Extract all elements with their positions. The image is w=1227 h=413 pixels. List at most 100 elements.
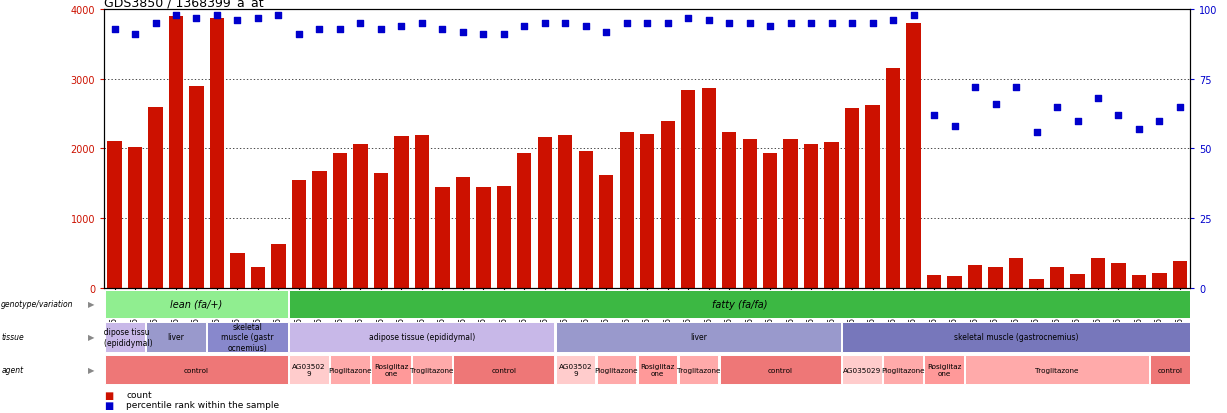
Point xyxy=(207,12,227,19)
Point xyxy=(125,32,145,38)
Bar xyxy=(558,135,573,288)
Point xyxy=(985,101,1005,108)
Bar xyxy=(924,356,964,384)
Bar xyxy=(660,121,675,288)
Point xyxy=(575,24,595,30)
Text: control: control xyxy=(768,367,793,373)
Point xyxy=(637,21,656,28)
Bar xyxy=(146,322,206,352)
Bar xyxy=(292,180,306,288)
Bar xyxy=(966,356,1148,384)
Bar xyxy=(784,140,798,288)
Bar xyxy=(926,275,941,288)
Point xyxy=(679,15,698,22)
Text: percentile rank within the sample: percentile rank within the sample xyxy=(126,400,280,409)
Bar xyxy=(843,322,1189,352)
Point xyxy=(842,21,861,28)
Point xyxy=(494,32,514,38)
Bar xyxy=(106,290,288,318)
Bar xyxy=(804,144,818,288)
Point xyxy=(945,123,964,130)
Text: adipose tissue (epididymal): adipose tissue (epididymal) xyxy=(369,332,475,342)
Bar xyxy=(290,290,1189,318)
Bar xyxy=(312,171,326,288)
Bar xyxy=(1150,356,1189,384)
Text: ▶: ▶ xyxy=(88,300,94,309)
Text: count: count xyxy=(126,390,152,399)
Text: tissue: tissue xyxy=(1,332,25,342)
Bar xyxy=(476,188,491,288)
Text: Troglitazone: Troglitazone xyxy=(1036,367,1079,373)
Bar xyxy=(106,356,288,384)
Bar xyxy=(719,356,842,384)
Text: ■: ■ xyxy=(104,400,114,410)
Bar xyxy=(865,105,880,288)
Bar xyxy=(271,245,286,288)
Bar xyxy=(599,176,614,288)
Point xyxy=(166,12,185,19)
Point xyxy=(780,21,800,28)
Bar xyxy=(843,356,882,384)
Point xyxy=(822,21,842,28)
Bar xyxy=(436,188,449,288)
Bar xyxy=(415,135,429,288)
Point xyxy=(904,12,924,19)
Bar xyxy=(128,148,142,288)
Point xyxy=(740,21,760,28)
Bar xyxy=(679,356,718,384)
Point xyxy=(1109,112,1129,119)
Bar xyxy=(210,19,225,288)
Bar xyxy=(207,322,288,352)
Point xyxy=(433,26,453,33)
Point xyxy=(1150,118,1169,125)
Bar xyxy=(330,356,371,384)
Bar xyxy=(372,356,411,384)
Bar xyxy=(968,265,983,288)
Bar xyxy=(250,267,265,288)
Point xyxy=(146,21,166,28)
Bar xyxy=(702,89,715,288)
Bar xyxy=(1152,273,1167,288)
Point xyxy=(474,32,493,38)
Point xyxy=(1006,85,1026,91)
Point xyxy=(290,32,309,38)
Point xyxy=(104,26,124,33)
Bar xyxy=(148,107,163,288)
Text: lean (fa/+): lean (fa/+) xyxy=(171,299,222,309)
Bar xyxy=(374,173,388,288)
Point xyxy=(617,21,637,28)
Bar xyxy=(596,356,637,384)
Text: Rosiglitaz
one: Rosiglitaz one xyxy=(374,363,409,376)
Text: fatty (fa/fa): fatty (fa/fa) xyxy=(712,299,767,309)
Text: Troglitazone: Troglitazone xyxy=(410,367,454,373)
Bar xyxy=(579,152,593,288)
Text: AG03502
9: AG03502 9 xyxy=(292,363,326,376)
Bar xyxy=(497,187,510,288)
Bar xyxy=(517,154,531,288)
Text: GDS3850 / 1368399_a_at: GDS3850 / 1368399_a_at xyxy=(104,0,264,9)
Text: ▶: ▶ xyxy=(88,366,94,374)
Text: liver: liver xyxy=(690,332,707,342)
Point xyxy=(719,21,739,28)
Bar xyxy=(1173,261,1187,288)
Bar xyxy=(640,135,654,288)
Bar xyxy=(947,276,962,288)
Bar xyxy=(1050,267,1064,288)
Bar xyxy=(763,154,778,288)
Text: skeletal muscle (gastrocnemius): skeletal muscle (gastrocnemius) xyxy=(953,332,1079,342)
Text: Pioglitazone: Pioglitazone xyxy=(329,367,372,373)
Point xyxy=(863,21,882,28)
Text: Pioglitazone: Pioglitazone xyxy=(595,367,638,373)
Point xyxy=(514,24,534,30)
Bar xyxy=(556,322,842,352)
Bar xyxy=(1009,258,1023,288)
Bar xyxy=(108,142,121,288)
Bar xyxy=(231,253,244,288)
Text: AG03502
9: AG03502 9 xyxy=(558,363,593,376)
Text: liver: liver xyxy=(168,332,184,342)
Bar xyxy=(742,139,757,288)
Point xyxy=(924,112,944,119)
Point xyxy=(658,21,677,28)
Text: adipose tissu
e (epididymal): adipose tissu e (epididymal) xyxy=(97,328,152,347)
Bar xyxy=(290,356,329,384)
